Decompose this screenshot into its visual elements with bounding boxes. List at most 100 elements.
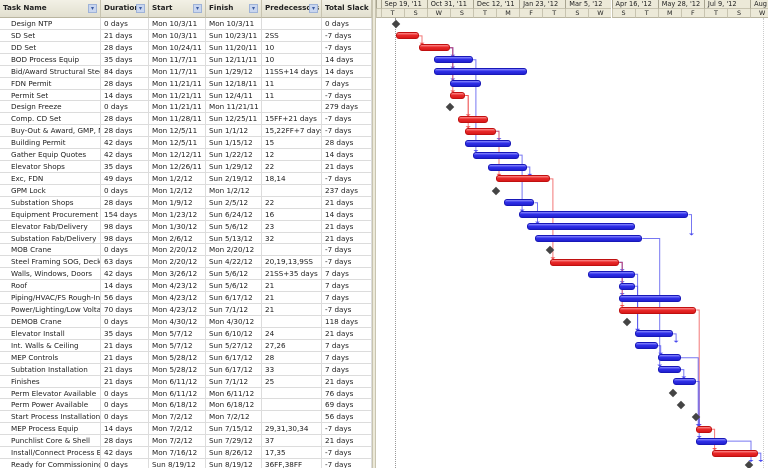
- table-row[interactable]: Punchlist Core & Shell 28 days Mon 7/2/12 S…: [0, 435, 372, 448]
- cell-duration[interactable]: 35 days: [101, 161, 149, 173]
- table-row[interactable]: Substation Fab/Delivery 98 days Mon 2/6/12…: [0, 232, 372, 245]
- cell-predecessors[interactable]: 15: [262, 137, 322, 150]
- cell-slack[interactable]: 14 days: [322, 208, 372, 221]
- cell-duration[interactable]: 63 days: [101, 256, 149, 269]
- cell-name[interactable]: GPM Lock: [0, 184, 101, 197]
- cell-duration[interactable]: 35 days: [101, 53, 149, 66]
- table-row[interactable]: Int. Walls & Ceiling 21 days Mon 5/7/12 Sun…: [0, 339, 372, 352]
- cell-duration[interactable]: 42 days: [101, 447, 149, 460]
- cell-finish[interactable]: Sun 4/22/12: [206, 256, 262, 269]
- task-bar[interactable]: [634, 330, 674, 338]
- cell-slack[interactable]: 28 days: [322, 137, 372, 150]
- task-bar[interactable]: [588, 270, 635, 278]
- cell-predecessors[interactable]: 10: [262, 41, 322, 54]
- table-row[interactable]: Start Process Installation 0 days Mon 7/2/…: [0, 411, 372, 424]
- cell-finish[interactable]: Sun 1/22/12: [206, 149, 262, 162]
- cell-finish[interactable]: Sun 5/6/12: [206, 220, 262, 233]
- table-row[interactable]: DD Set 28 days Mon 10/24/11 Sun 11/20/11 10-…: [0, 41, 372, 54]
- cell-name[interactable]: Roof: [0, 280, 101, 293]
- cell-name[interactable]: Design Freeze: [0, 101, 101, 114]
- cell-duration[interactable]: 98 days: [101, 232, 149, 245]
- cell-name[interactable]: Piping/HVAC/FS Rough-In: [0, 292, 101, 305]
- cell-slack[interactable]: 7 days: [322, 363, 372, 376]
- cell-slack[interactable]: 118 days: [322, 316, 372, 328]
- cell-predecessors[interactable]: [262, 244, 322, 257]
- table-row[interactable]: Install/Connect Process Equ 42 days Mon 7/…: [0, 447, 372, 460]
- cell-name[interactable]: Bid/Award Structural Steel, S: [0, 65, 101, 78]
- cell-predecessors[interactable]: 29,31,30,34: [262, 423, 322, 436]
- table-row[interactable]: Equipment Procurement 154 days Mon 1/23/12…: [0, 208, 372, 221]
- cell-slack[interactable]: 56 days: [322, 411, 372, 424]
- task-bar[interactable]: [465, 139, 512, 147]
- cell-predecessors[interactable]: 21: [262, 292, 322, 305]
- cell-slack[interactable]: -7 days: [322, 459, 372, 468]
- cell-duration[interactable]: 0 days: [101, 316, 149, 328]
- cell-slack[interactable]: 7 days: [322, 268, 372, 281]
- cell-slack[interactable]: -7 days: [322, 423, 372, 436]
- cell-duration[interactable]: 21 days: [101, 363, 149, 376]
- cell-finish[interactable]: Sun 1/1/12: [206, 125, 262, 138]
- cell-name[interactable]: Ready for Commissioning: [0, 459, 101, 468]
- cell-predecessors[interactable]: 32: [262, 232, 322, 245]
- table-row[interactable]: Elevator Install 35 days Mon 5/7/12 Sun 6/1…: [0, 327, 372, 340]
- cell-predecessors[interactable]: 11: [262, 89, 322, 102]
- cell-start[interactable]: Mon 4/30/12: [149, 316, 206, 328]
- cell-predecessors[interactable]: 21: [262, 280, 322, 293]
- table-row[interactable]: Perm Power Available 0 days Mon 6/18/12 Mon…: [0, 399, 372, 412]
- table-row[interactable]: SD Set 21 days Mon 10/3/11 Sun 10/23/11 2SS -…: [0, 29, 372, 42]
- task-bar[interactable]: [696, 437, 727, 445]
- cell-finish[interactable]: Mon 7/2/12: [206, 411, 262, 424]
- cell-start[interactable]: Mon 6/18/12: [149, 399, 206, 412]
- cell-finish[interactable]: Sun 6/17/12: [206, 351, 262, 364]
- cell-slack[interactable]: 69 days: [322, 399, 372, 412]
- critical-task-bar[interactable]: [465, 127, 496, 135]
- task-bar[interactable]: [619, 282, 635, 290]
- cell-start[interactable]: Mon 10/3/11: [149, 29, 206, 42]
- critical-task-bar[interactable]: [619, 306, 697, 314]
- task-bar[interactable]: [449, 80, 481, 88]
- cell-finish[interactable]: Sun 12/11/11: [206, 53, 262, 66]
- cell-predecessors[interactable]: 23: [262, 220, 322, 233]
- cell-start[interactable]: Mon 2/20/12: [149, 256, 206, 269]
- critical-task-bar[interactable]: [496, 175, 550, 183]
- cell-start[interactable]: Mon 12/5/11: [149, 125, 206, 138]
- table-row[interactable]: Exc, FDN 49 days Mon 1/2/12 Sun 2/19/12 18,1…: [0, 172, 372, 185]
- column-header-slack[interactable]: Total Slack: [322, 0, 372, 18]
- cell-duration[interactable]: 0 days: [101, 18, 149, 30]
- cell-start[interactable]: Mon 5/7/12: [149, 327, 206, 340]
- cell-finish[interactable]: Sun 7/29/12: [206, 435, 262, 448]
- cell-duration[interactable]: 70 days: [101, 304, 149, 316]
- cell-finish[interactable]: Sun 8/19/12: [206, 459, 262, 468]
- cell-start[interactable]: Mon 3/26/12: [149, 268, 206, 281]
- cell-slack[interactable]: -7 days: [322, 113, 372, 126]
- cell-start[interactable]: Mon 12/5/11: [149, 137, 206, 150]
- table-row[interactable]: Roof 14 days Mon 4/23/12 Sun 5/6/12 21 7 days: [0, 280, 372, 293]
- cell-finish[interactable]: Sun 11/20/11: [206, 41, 262, 54]
- cell-duration[interactable]: 21 days: [101, 29, 149, 42]
- cell-slack[interactable]: 21 days: [322, 435, 372, 448]
- cell-slack[interactable]: 7 days: [322, 339, 372, 352]
- cell-start[interactable]: Mon 7/2/12: [149, 423, 206, 436]
- cell-slack[interactable]: 21 days: [322, 232, 372, 245]
- cell-name[interactable]: Elevator Install: [0, 327, 101, 340]
- cell-duration[interactable]: 0 days: [101, 411, 149, 424]
- cell-predecessors[interactable]: 12: [262, 149, 322, 162]
- cell-duration[interactable]: 21 days: [101, 351, 149, 364]
- cell-name[interactable]: Steel Framing SOG, Decks: [0, 256, 101, 269]
- cell-predecessors[interactable]: 33: [262, 363, 322, 376]
- table-row[interactable]: Subtation Installation 21 days Mon 5/28/12…: [0, 363, 372, 376]
- task-bar[interactable]: [472, 151, 520, 159]
- cell-predecessors[interactable]: 16: [262, 208, 322, 221]
- table-row[interactable]: Comp. CD Set 28 days Mon 11/28/11 Sun 12/25…: [0, 113, 372, 126]
- cell-start[interactable]: Mon 5/7/12: [149, 339, 206, 352]
- cell-duration[interactable]: 49 days: [101, 172, 149, 185]
- task-bar[interactable]: [526, 223, 635, 231]
- cell-start[interactable]: Mon 11/21/11: [149, 77, 206, 90]
- cell-predecessors[interactable]: 22: [262, 196, 322, 209]
- cell-duration[interactable]: 28 days: [101, 435, 149, 448]
- cell-start[interactable]: Mon 12/12/11: [149, 149, 206, 162]
- cell-name[interactable]: DD Set: [0, 41, 101, 54]
- cell-predecessors[interactable]: 24: [262, 327, 322, 340]
- cell-name[interactable]: Int. Walls & Ceiling: [0, 339, 101, 352]
- cell-start[interactable]: Mon 1/30/12: [149, 220, 206, 233]
